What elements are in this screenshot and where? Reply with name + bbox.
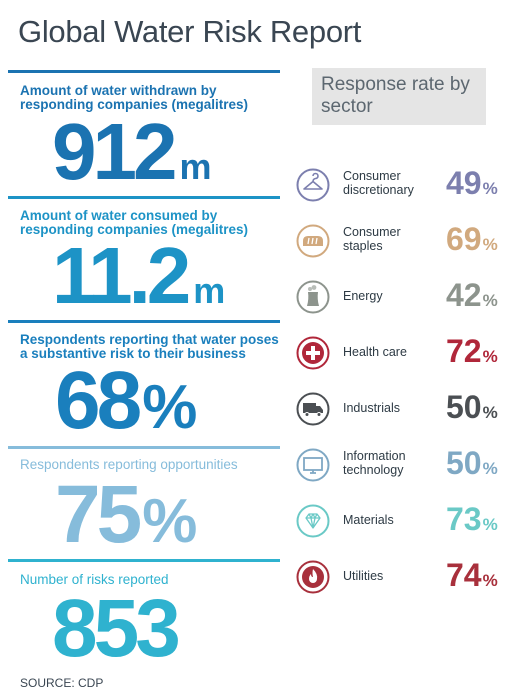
power-plant-icon <box>296 280 330 314</box>
sector-row-health-care: Health care 72% <box>296 333 526 374</box>
percent-sign: % <box>482 403 498 422</box>
stat-label-risks-count: Number of risks reported <box>20 572 169 587</box>
sector-name: Information technology <box>343 449 406 477</box>
sector-percent-value: 50 <box>446 389 482 425</box>
sector-row-utilities: Utilities 74% <box>296 557 526 598</box>
bread-icon <box>296 224 330 258</box>
sector-percent: 42% <box>446 277 498 314</box>
page-title: Global Water Risk Report <box>18 14 362 49</box>
sector-name: Utilities <box>343 569 384 583</box>
stat-divider <box>8 559 280 562</box>
stat-value-opportunities: 75% <box>55 474 197 556</box>
sector-name: Energy <box>343 289 383 303</box>
sector-percent-value: 72 <box>446 333 482 369</box>
percent-sign: % <box>482 459 498 478</box>
stat-divider <box>8 320 280 323</box>
percent-sign: % <box>482 235 498 254</box>
stat-number: 853 <box>52 583 181 674</box>
percent-sign: % <box>482 515 498 534</box>
stat-label-risk: Respondents reporting that water poses a… <box>20 332 279 361</box>
sector-percent-value: 73 <box>446 501 482 537</box>
stat-value-risk: 68% <box>55 360 197 442</box>
hanger-icon <box>296 168 330 202</box>
stat-number: 75 <box>55 469 142 560</box>
stat-divider <box>8 446 280 449</box>
stat-number: 68 <box>55 355 142 446</box>
stat-number: 11.2 <box>52 231 191 320</box>
sector-name: Consumer staples <box>343 225 401 253</box>
percent-sign: % <box>482 179 498 198</box>
source-note: SOURCE: CDP <box>20 676 104 690</box>
sector-percent-value: 49 <box>446 165 482 201</box>
sector-percent: 74% <box>446 557 498 594</box>
sector-percent: 72% <box>446 333 498 370</box>
stat-unit: m <box>193 270 226 311</box>
sector-name: Consumer discretionary <box>343 169 414 197</box>
stat-divider <box>8 70 280 73</box>
percent-sign: % <box>482 347 498 366</box>
sector-row-industrials: Industrials 50% <box>296 389 526 430</box>
sector-percent-value: 69 <box>446 221 482 257</box>
response-rate-heading: Response rate by sector <box>312 68 486 125</box>
sector-name: Industrials <box>343 401 400 415</box>
response-rate-heading-text: Response rate by sector <box>321 74 470 117</box>
sector-name: Materials <box>343 513 394 527</box>
sector-percent: 49% <box>446 165 498 202</box>
monitor-icon <box>296 448 330 482</box>
sector-percent-value: 42 <box>446 277 482 313</box>
stat-label-withdrawn: Amount of water withdrawn by responding … <box>20 83 249 112</box>
percent-sign: % <box>482 571 498 590</box>
sector-percent-value: 74 <box>446 557 482 593</box>
sector-row-consumer-staples: Consumer staples 69% <box>296 221 526 262</box>
sector-percent: 69% <box>446 221 498 258</box>
sector-row-materials: Materials 73% <box>296 501 526 542</box>
sector-percent: 73% <box>446 501 498 538</box>
sector-name: Health care <box>343 345 407 359</box>
flame-icon <box>296 560 330 594</box>
sector-percent: 50% <box>446 389 498 426</box>
stat-label-consumed: Amount of water consumed by responding c… <box>20 208 249 237</box>
stat-label-opportunities: Respondents reporting opportunities <box>20 457 238 472</box>
percent-sign: % <box>482 291 498 310</box>
sector-percent: 50% <box>446 445 498 482</box>
sector-row-consumer-discretionary: Consumer discretionary 49% <box>296 165 526 206</box>
stat-number: 912 <box>52 107 178 196</box>
sector-row-energy: Energy 42% <box>296 277 526 318</box>
diamond-icon <box>296 504 330 538</box>
stat-divider <box>8 196 280 199</box>
stat-unit: % <box>142 487 198 556</box>
truck-icon <box>296 392 330 426</box>
stat-value-risks-count: 853 <box>52 588 181 670</box>
stat-unit: % <box>142 373 198 442</box>
medical-cross-icon <box>296 336 330 370</box>
stat-unit: m <box>179 146 212 187</box>
stat-value-withdrawn: 912 m <box>52 112 212 192</box>
sector-percent-value: 50 <box>446 445 482 481</box>
stat-value-consumed: 11.2 m <box>52 236 225 316</box>
sector-row-information-technology: Information technology 50% <box>296 445 526 486</box>
